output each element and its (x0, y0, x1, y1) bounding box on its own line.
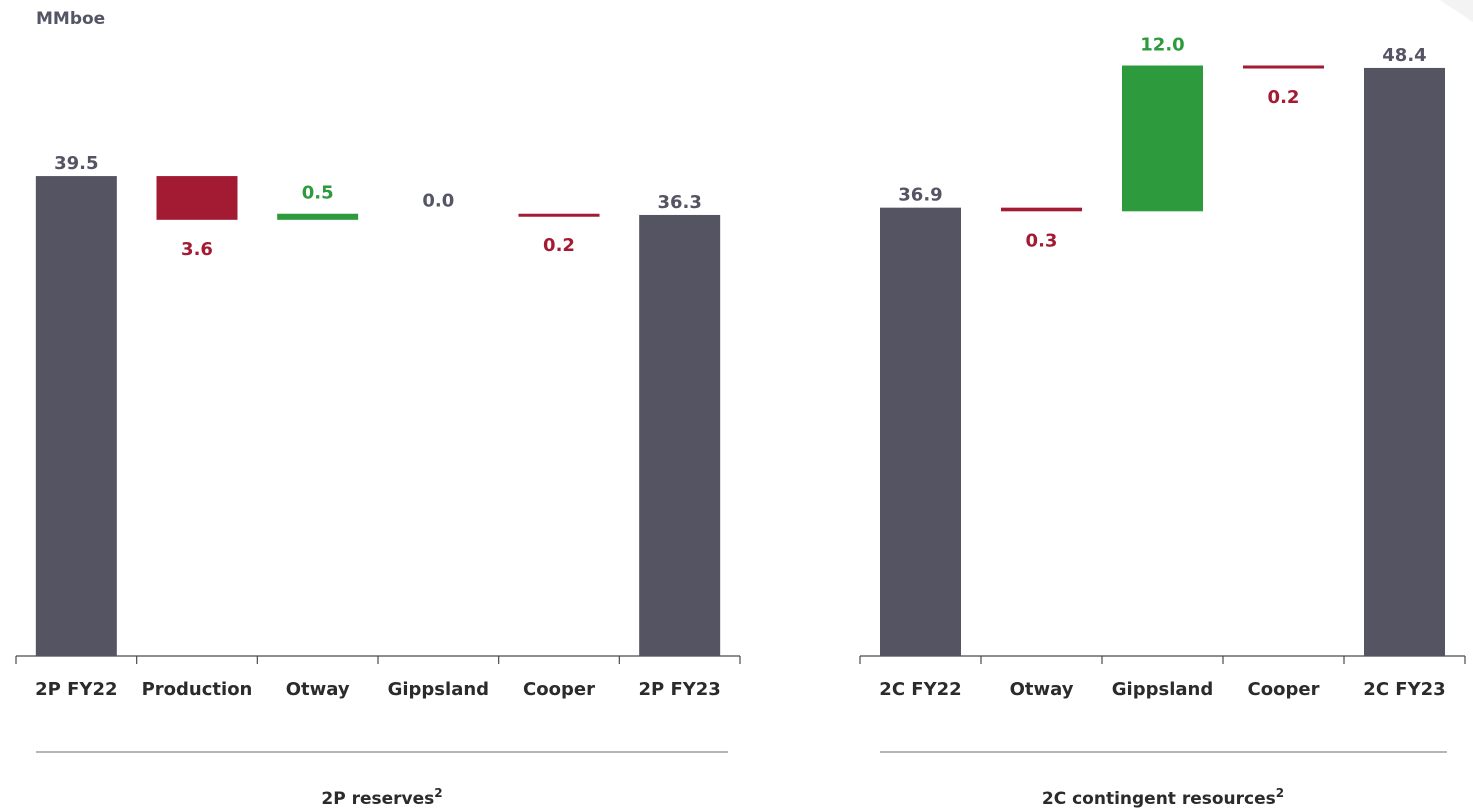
data-label-cooper: 0.2 (543, 235, 575, 256)
bar-cooper (518, 213, 600, 217)
section-title-superscript: 2 (434, 786, 442, 800)
bar-2p-fy22 (35, 176, 117, 656)
data-label-otway: 0.5 (302, 183, 334, 204)
bar-cooper (1243, 65, 1324, 69)
category-label: Otway (286, 679, 350, 700)
category-label: 2C FY22 (879, 679, 961, 700)
chart-2c-contingent-resources: 36.9 2C FY22 0.3 Otway 12.0 Gippsland 0.2 Coope… (859, 35, 1466, 809)
bar-2p-fy23 (639, 214, 721, 656)
category-label: Gippsland (388, 679, 489, 700)
data-label-2c-fy23: 48.4 (1382, 45, 1426, 66)
category-label: Production (142, 679, 253, 700)
corner-decoration (1440, 0, 1473, 22)
bar-2c-fy23 (1364, 67, 1445, 656)
data-label-gippsland: 0.0 (422, 191, 454, 212)
section-title: 2P reserves2 (321, 786, 442, 809)
bar-otway (277, 213, 359, 220)
section-title: 2C contingent resources2 (1042, 786, 1284, 809)
data-label-gippsland: 12.0 (1140, 35, 1184, 56)
category-label: 2C FY23 (1363, 679, 1445, 700)
data-label-cooper: 0.2 (1268, 87, 1300, 108)
data-label-2p-fy23: 36.3 (657, 192, 701, 213)
section-title-superscript: 2 (1276, 786, 1284, 800)
category-label: Otway (1010, 679, 1074, 700)
bar-otway (1001, 207, 1082, 212)
data-label-otway: 0.3 (1026, 230, 1058, 251)
bar-production (156, 176, 238, 220)
data-label-2p-fy22: 39.5 (54, 153, 98, 174)
unit-label: MMboe (36, 9, 105, 29)
category-label: Cooper (523, 679, 595, 700)
category-label: Gippsland (1112, 679, 1213, 700)
chart-2p-reserves: 39.5 2P FY22 3.6 Production 0.5 Otway 0.0 Gipps… (15, 153, 741, 809)
bar-2c-fy22 (880, 207, 961, 657)
category-label: Cooper (1248, 679, 1320, 700)
data-label-production: 3.6 (181, 239, 213, 260)
category-label: 2P FY23 (638, 679, 720, 700)
bar-gippsland (1122, 65, 1203, 212)
data-label-2c-fy22: 36.9 (898, 185, 942, 206)
category-label: 2P FY22 (35, 679, 117, 700)
